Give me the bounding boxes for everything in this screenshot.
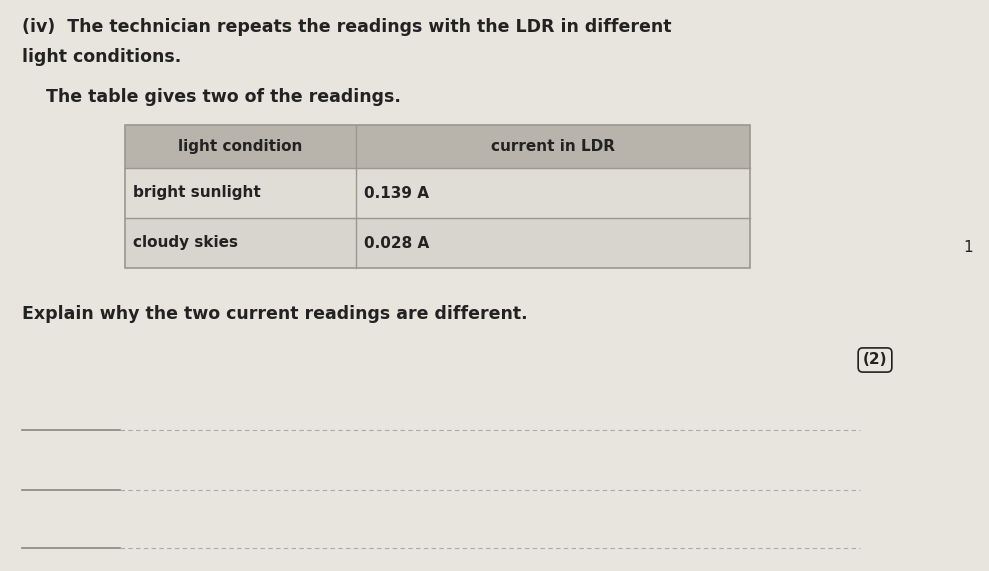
FancyBboxPatch shape [125, 125, 750, 168]
Text: (iv)  The technician repeats the readings with the LDR in different: (iv) The technician repeats the readings… [22, 18, 672, 36]
Text: cloudy skies: cloudy skies [133, 235, 238, 251]
Text: bright sunlight: bright sunlight [133, 186, 261, 200]
FancyBboxPatch shape [125, 218, 750, 268]
Text: (2): (2) [862, 352, 887, 368]
Text: Explain why the two current readings are different.: Explain why the two current readings are… [22, 305, 527, 323]
Text: light condition: light condition [178, 139, 303, 154]
Text: current in LDR: current in LDR [492, 139, 615, 154]
Text: The table gives two of the readings.: The table gives two of the readings. [22, 88, 401, 106]
Text: 0.028 A: 0.028 A [364, 235, 429, 251]
FancyBboxPatch shape [125, 168, 750, 218]
Text: 0.139 A: 0.139 A [364, 186, 429, 200]
Text: light conditions.: light conditions. [22, 48, 181, 66]
Text: 1: 1 [963, 240, 973, 255]
